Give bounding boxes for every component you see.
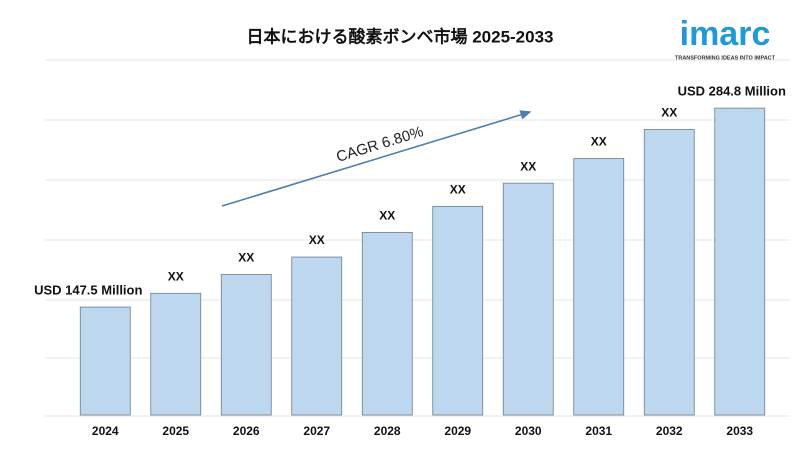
bar bbox=[150, 292, 202, 416]
cagr-arrow bbox=[221, 110, 532, 207]
data-label: XX bbox=[661, 106, 677, 120]
bar bbox=[291, 256, 343, 416]
bar bbox=[714, 107, 766, 416]
data-label: XX bbox=[591, 135, 607, 149]
x-tick-label: 2029 bbox=[444, 424, 471, 438]
data-label: XX bbox=[450, 183, 466, 197]
x-tick-label: 2025 bbox=[162, 424, 189, 438]
cagr-label: CAGR 6.80% bbox=[334, 123, 425, 166]
x-tick-label: 2032 bbox=[656, 424, 683, 438]
bar bbox=[502, 182, 554, 416]
x-tick-label: 2033 bbox=[726, 424, 753, 438]
chart-title: 日本における酸素ボンベ市場 2025-2033 bbox=[246, 26, 553, 46]
bar bbox=[643, 129, 695, 416]
x-tick-label: 2031 bbox=[585, 424, 612, 438]
data-label: USD 147.5 Million bbox=[34, 282, 142, 297]
bar bbox=[79, 306, 131, 416]
bar bbox=[573, 158, 625, 416]
data-label: XX bbox=[238, 251, 254, 265]
bar bbox=[432, 205, 484, 416]
x-tick-label: 2028 bbox=[374, 424, 401, 438]
logo: imarc bbox=[680, 15, 771, 53]
data-label: XX bbox=[379, 209, 395, 223]
logo-tagline: TRANSFORMING IDEAS INTO IMPACT bbox=[675, 55, 776, 61]
data-label: XX bbox=[309, 233, 325, 247]
x-tick-label: 2026 bbox=[233, 424, 260, 438]
data-label: USD 284.8 Million bbox=[678, 84, 786, 99]
data-label: XX bbox=[168, 269, 184, 283]
bar bbox=[220, 274, 272, 416]
bar bbox=[361, 232, 413, 416]
x-tick-label: 2027 bbox=[303, 424, 330, 438]
x-tick-label: 2024 bbox=[92, 424, 119, 438]
data-label: XX bbox=[520, 159, 536, 173]
x-tick-label: 2030 bbox=[515, 424, 542, 438]
